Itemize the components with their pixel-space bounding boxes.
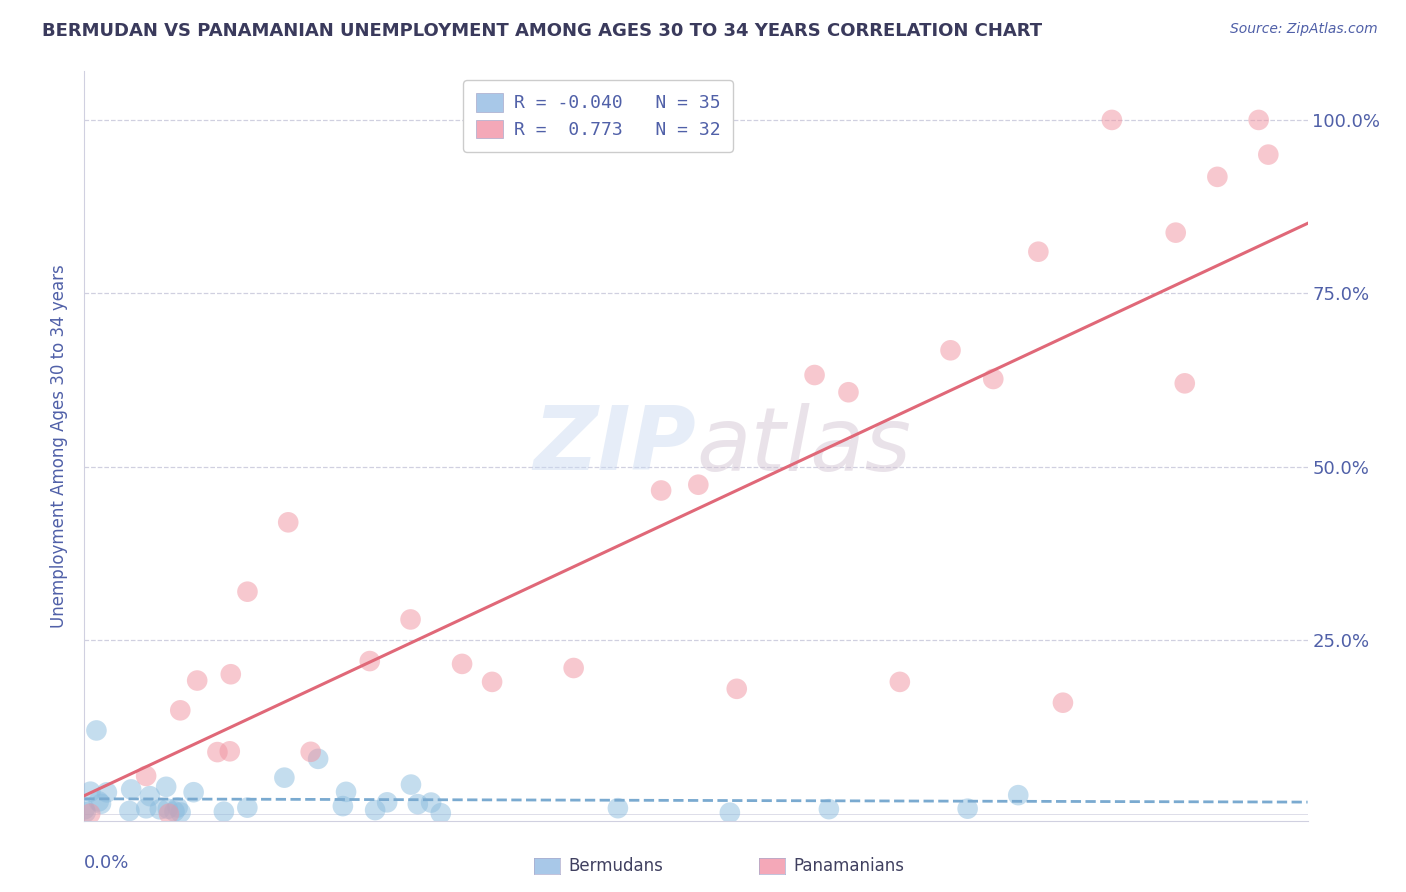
Point xyxy=(87,794,110,808)
Point xyxy=(73,802,96,816)
Point xyxy=(1052,696,1074,710)
Point xyxy=(120,782,142,797)
Point xyxy=(803,368,825,382)
Point xyxy=(169,805,191,820)
Text: Source: ZipAtlas.com: Source: ZipAtlas.com xyxy=(1230,22,1378,37)
Point xyxy=(75,805,97,820)
Point xyxy=(79,785,101,799)
Point xyxy=(1007,788,1029,802)
Point xyxy=(1101,112,1123,127)
Point xyxy=(1174,376,1197,391)
Point xyxy=(818,802,841,816)
Point xyxy=(420,796,443,810)
Point xyxy=(981,372,1004,386)
Point xyxy=(956,802,979,816)
Point xyxy=(273,771,295,785)
Point xyxy=(135,801,157,815)
Point xyxy=(166,800,188,814)
Point xyxy=(332,799,354,814)
Point xyxy=(156,802,179,816)
Point xyxy=(157,806,180,821)
Point xyxy=(79,806,101,821)
Point xyxy=(1028,244,1050,259)
Text: atlas: atlas xyxy=(696,403,911,489)
Point xyxy=(218,744,240,758)
Point xyxy=(650,483,672,498)
Point xyxy=(155,780,177,794)
Point xyxy=(277,516,299,530)
Point xyxy=(163,805,186,819)
Point xyxy=(1164,226,1187,240)
Point xyxy=(135,769,157,783)
Point xyxy=(688,477,710,491)
Point xyxy=(236,584,259,599)
Point xyxy=(837,385,859,400)
Point xyxy=(399,778,422,792)
Point xyxy=(149,802,172,816)
Point xyxy=(364,803,387,817)
Point xyxy=(186,673,208,688)
Text: ZIP: ZIP xyxy=(533,402,696,490)
Point xyxy=(183,785,205,799)
Point xyxy=(139,789,162,804)
Point xyxy=(429,806,451,821)
Point xyxy=(90,797,112,811)
Point xyxy=(299,745,322,759)
Point xyxy=(562,661,585,675)
Point xyxy=(399,612,422,626)
Point xyxy=(169,703,191,717)
Point xyxy=(118,804,141,818)
Text: 0.0%: 0.0% xyxy=(84,855,129,872)
Point xyxy=(212,805,235,819)
Point xyxy=(1247,112,1270,127)
Point xyxy=(96,785,118,799)
Y-axis label: Unemployment Among Ages 30 to 34 years: Unemployment Among Ages 30 to 34 years xyxy=(49,264,67,628)
Point xyxy=(889,674,911,689)
Legend: R = -0.040   N = 35, R =  0.773   N = 32: R = -0.040 N = 35, R = 0.773 N = 32 xyxy=(463,80,733,152)
Point xyxy=(1257,147,1279,161)
Point xyxy=(207,745,229,759)
Point xyxy=(359,654,381,668)
Point xyxy=(451,657,474,671)
Point xyxy=(606,801,628,815)
Point xyxy=(236,800,259,814)
Text: Panamanians: Panamanians xyxy=(793,857,904,875)
Point xyxy=(406,797,429,812)
Point xyxy=(1206,169,1229,184)
Point xyxy=(86,723,108,738)
Point xyxy=(219,667,242,681)
Text: BERMUDAN VS PANAMANIAN UNEMPLOYMENT AMONG AGES 30 TO 34 YEARS CORRELATION CHART: BERMUDAN VS PANAMANIAN UNEMPLOYMENT AMON… xyxy=(42,22,1042,40)
Point xyxy=(375,795,398,809)
Text: Bermudans: Bermudans xyxy=(568,857,662,875)
Point xyxy=(307,752,329,766)
Point xyxy=(718,805,741,820)
Point xyxy=(725,681,748,696)
Point xyxy=(939,343,962,358)
Point xyxy=(335,785,357,799)
Point xyxy=(481,674,503,689)
